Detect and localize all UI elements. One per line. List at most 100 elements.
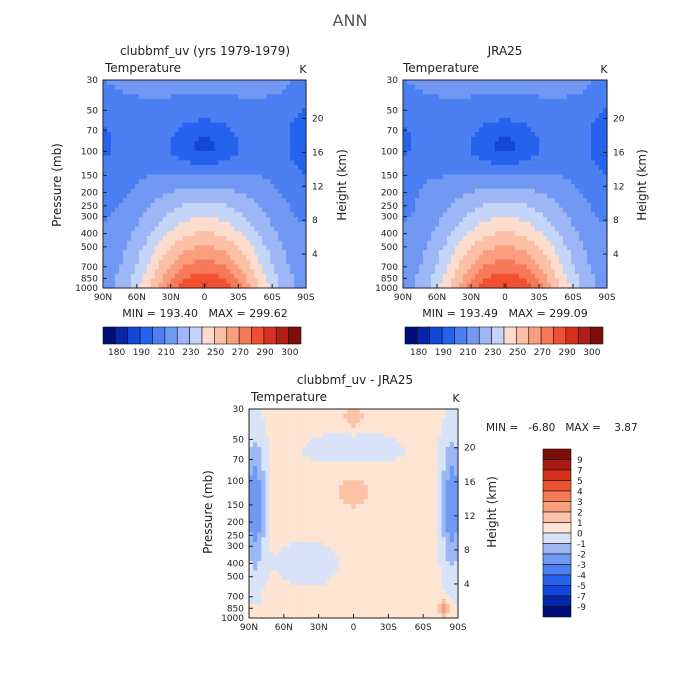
contour-cell <box>419 221 424 228</box>
contour-cell <box>318 413 324 420</box>
contour-cell <box>455 146 460 152</box>
contour-cell <box>376 428 381 434</box>
contour-cell <box>595 146 600 152</box>
contour-cell <box>266 278 271 284</box>
contour-cell <box>257 428 262 434</box>
contour-cell <box>415 221 420 228</box>
contour-cell <box>130 264 136 270</box>
contour-cell <box>447 141 452 147</box>
contour-cell <box>431 165 436 171</box>
contour-cell <box>487 269 492 275</box>
contour-cell <box>435 184 440 190</box>
contour-cell <box>206 254 212 261</box>
contour-cell <box>427 141 432 147</box>
contour-cell <box>579 141 584 147</box>
contour-cell <box>142 127 148 133</box>
contour-cell <box>459 240 464 247</box>
contour-cell <box>118 269 124 275</box>
contour-cell <box>230 169 235 176</box>
contour-cell <box>122 80 128 86</box>
contour-cell <box>431 236 436 242</box>
contour-cell <box>265 428 271 434</box>
contour-cell <box>445 432 451 439</box>
contour-cell <box>274 283 279 289</box>
contour-cell <box>118 155 124 161</box>
contour-cell <box>282 94 287 100</box>
contour-cell <box>326 428 332 434</box>
contour-cell <box>519 132 524 138</box>
contour-cell <box>563 245 568 251</box>
contour-cell <box>122 108 128 114</box>
contour-cell <box>443 264 448 270</box>
contour-cell <box>443 146 448 152</box>
contour-cell <box>415 231 420 237</box>
contour-cell <box>439 231 444 237</box>
contour-cell <box>415 84 420 91</box>
contour-cell <box>178 259 184 265</box>
contour-cell <box>443 174 448 180</box>
contour-cell <box>150 169 156 176</box>
contour-cell <box>499 278 504 284</box>
contour-cell <box>507 184 512 190</box>
contour-cell <box>218 283 224 289</box>
contour-cell <box>599 207 604 213</box>
contour-cell <box>134 89 140 95</box>
contour-cell <box>202 132 208 138</box>
contour-cell <box>491 160 496 166</box>
contour-cell <box>443 98 448 105</box>
contour-cell <box>265 437 271 443</box>
contour-cell <box>411 254 416 261</box>
contour-cell <box>495 207 500 213</box>
contour-cell <box>162 122 168 128</box>
contour-cell <box>547 188 552 195</box>
contour-cell <box>355 409 361 415</box>
contour-cell <box>595 212 600 218</box>
contour-cell <box>110 217 116 223</box>
contour-cell <box>134 240 140 247</box>
contour-cell <box>435 226 440 232</box>
contour-cell <box>294 236 299 242</box>
contour-cell <box>298 221 303 228</box>
contour-cell <box>455 188 460 195</box>
contour-cell <box>419 254 424 261</box>
contour-cell <box>158 108 164 114</box>
contour-cell <box>479 103 484 109</box>
contour-cell <box>439 103 444 109</box>
contour-cell <box>222 283 227 289</box>
contour-cell <box>134 155 140 161</box>
contour-cell <box>403 198 408 204</box>
contour-cell <box>555 165 560 171</box>
contour-cell <box>277 432 283 439</box>
contour-cell <box>519 221 524 228</box>
contour-cell <box>178 212 184 218</box>
contour-cell <box>206 283 212 289</box>
contour-cell <box>178 198 184 204</box>
contour-cell <box>475 155 480 161</box>
contour-cell <box>222 160 227 166</box>
contour-cell <box>298 89 303 95</box>
contour-cell <box>479 127 484 133</box>
contour-cell <box>110 127 116 133</box>
contour-cell <box>499 269 504 275</box>
contour-cell <box>122 150 128 157</box>
contour-cell <box>447 160 452 166</box>
contour-cell <box>218 245 224 251</box>
contour-cell <box>162 89 168 95</box>
contour-cell <box>595 236 600 242</box>
contour-cell <box>250 108 255 114</box>
contour-cell <box>174 283 180 289</box>
contour-cell <box>559 221 564 228</box>
contour-cell <box>138 217 144 223</box>
contour-cell <box>567 236 572 242</box>
contour-cell <box>210 250 216 256</box>
contour-cell <box>103 136 108 143</box>
contour-cell <box>266 117 271 124</box>
contour-cell <box>146 221 152 228</box>
contour-cell <box>403 132 408 138</box>
contour-cell <box>174 108 180 114</box>
contour-cell <box>154 221 160 228</box>
contour-cell <box>310 428 316 434</box>
contour-cell <box>531 264 536 270</box>
contour-cell <box>286 146 291 152</box>
contour-cell <box>258 198 263 204</box>
